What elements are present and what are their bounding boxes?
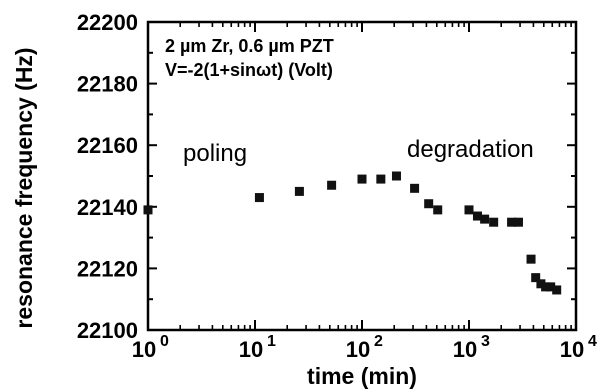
- poling-label: poling: [183, 140, 247, 167]
- data-point: [552, 285, 562, 295]
- data-point: [507, 217, 517, 227]
- x-tick-labels: 10 0 10 1 10 2 10 3 10 4: [132, 333, 597, 362]
- data-point: [541, 282, 551, 292]
- axis-ticks: [147, 21, 577, 331]
- data-point: [433, 205, 443, 215]
- data-point: [294, 186, 304, 196]
- y-tick-label: 22140: [77, 195, 138, 220]
- y-tick-labels: 22100 22120 22140 22160 22180 22200: [77, 10, 138, 343]
- x-tick-exponent: 2: [374, 333, 383, 350]
- x-tick-label: 10: [453, 337, 477, 362]
- y-tick-label: 22160: [77, 133, 138, 158]
- data-point: [531, 273, 541, 283]
- data-point: [357, 174, 367, 184]
- x-tick-exponent: 1: [267, 333, 276, 350]
- data-point: [410, 183, 420, 193]
- data-point: [424, 199, 434, 209]
- x-axis-title: time (min): [307, 363, 417, 389]
- data-point: [489, 217, 499, 227]
- data-point: [526, 254, 536, 264]
- data-point: [472, 211, 482, 221]
- voltage-annotation: V=-2(1+sinωt) (Volt): [165, 60, 333, 80]
- x-tick-exponent: 3: [481, 333, 490, 350]
- y-tick-label: 22100: [77, 318, 138, 343]
- data-point: [480, 214, 490, 224]
- data-point: [546, 282, 556, 292]
- data-point: [391, 171, 401, 181]
- x-tick-exponent: 4: [588, 333, 597, 350]
- data-point: [513, 217, 523, 227]
- data-point: [464, 205, 474, 215]
- x-tick-label: 10: [560, 337, 584, 362]
- x-tick-label: 10: [239, 337, 263, 362]
- y-tick-label: 22120: [77, 256, 138, 281]
- y-tick-label: 22200: [77, 10, 138, 35]
- y-tick-label: 22180: [77, 72, 138, 97]
- data-points: [143, 171, 562, 295]
- sample-annotation: 2 µm Zr, 0.6 µm PZT: [165, 36, 334, 56]
- x-tick-exponent: 0: [160, 333, 169, 350]
- y-axis-title: resonance frequency (Hz): [11, 47, 37, 328]
- data-point: [327, 180, 337, 190]
- data-point: [254, 193, 264, 203]
- x-tick-label: 10: [132, 337, 156, 362]
- data-point: [376, 174, 386, 184]
- data-point: [536, 279, 546, 289]
- data-point: [143, 205, 153, 215]
- degradation-label: degradation: [407, 136, 534, 163]
- x-tick-label: 10: [346, 337, 370, 362]
